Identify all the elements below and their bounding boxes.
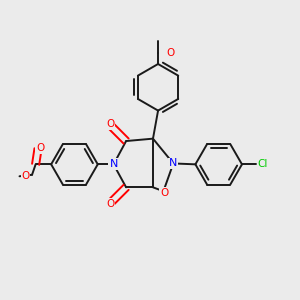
Text: O: O: [160, 188, 168, 198]
Text: O: O: [106, 119, 114, 129]
Text: N: N: [110, 159, 118, 169]
Text: O: O: [36, 143, 44, 153]
Text: O: O: [167, 48, 175, 58]
Text: N: N: [169, 158, 178, 168]
Text: O: O: [21, 171, 30, 181]
Text: O: O: [106, 199, 114, 209]
Text: Cl: Cl: [258, 159, 268, 169]
